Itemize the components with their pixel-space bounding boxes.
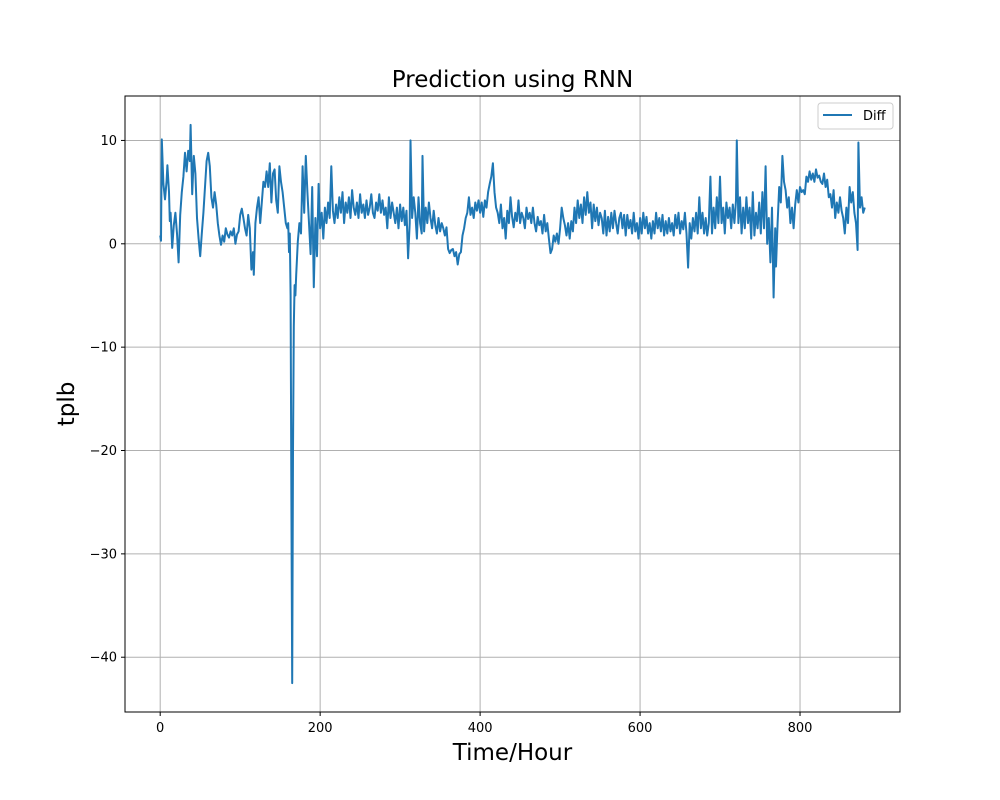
y-tick-label: 10 [100, 134, 117, 149]
y-tick-label: −40 [90, 651, 117, 666]
legend: Diff [817, 102, 894, 130]
x-tick-label: 600 [628, 721, 653, 736]
legend-box [817, 102, 894, 130]
x-tick-label: 800 [788, 721, 813, 736]
legend-label-diff: Diff [863, 109, 887, 124]
x-axis-label: Time/Hour [452, 740, 573, 766]
series-line-diff [159, 123, 866, 685]
x-tick-label: 200 [308, 721, 333, 736]
y-tick-label: −10 [90, 341, 117, 356]
plot-area-frame [124, 95, 901, 713]
series-layer [159, 123, 866, 685]
y-axis-label: tplb [54, 382, 80, 427]
y-tick-label: −20 [90, 444, 117, 459]
grid-lines [125, 96, 900, 712]
y-tick-labels: 10 0 −10 −20 −30 −40 [90, 134, 117, 666]
x-tick-label: 0 [156, 721, 164, 736]
chart-title: Prediction using RNN [392, 67, 633, 93]
x-tick-labels: 0 200 400 600 800 [156, 721, 812, 736]
tick-marks [121, 139, 801, 716]
y-tick-label: −30 [90, 547, 117, 562]
x-tick-label: 400 [468, 721, 493, 736]
y-tick-label: 0 [109, 237, 117, 252]
